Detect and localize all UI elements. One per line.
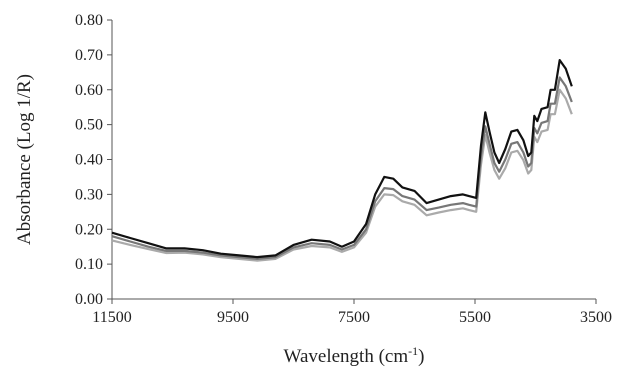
series-group [111, 58, 573, 262]
x-axis-ticks: 11500 9500 7500 5500 3500 [92, 299, 612, 326]
series-line-3 [111, 88, 573, 262]
y-axis-title: Absorbance (Log 1/R) [14, 74, 35, 245]
y-tick-label: 0.70 [75, 47, 103, 64]
x-tick-label: 3500 [580, 309, 612, 326]
x-tick-label: 5500 [459, 309, 491, 326]
y-tick-label: 0.30 [75, 186, 103, 203]
x-axis-title-close: ) [418, 346, 424, 367]
y-tick-label: 0.80 [75, 12, 103, 29]
y-tick-label: 0.50 [75, 117, 103, 134]
x-tick-label: 11500 [92, 309, 131, 326]
series-line-2 [111, 76, 573, 260]
series-line-1 [111, 58, 573, 259]
y-tick-label: 0.00 [75, 291, 103, 308]
x-tick-label: 9500 [217, 309, 249, 326]
y-tick-label: 0.20 [75, 221, 103, 238]
y-axis-ticks: 0.00 0.10 0.20 0.30 0.40 0.50 0.60 0.70 0.80 [75, 12, 112, 308]
y-tick-label: 0.10 [75, 256, 103, 273]
y-tick-label: 0.40 [75, 152, 103, 169]
x-axis-title-superscript: -1 [408, 344, 418, 358]
x-axis-title-text: Wavelength (cm [284, 346, 409, 367]
x-axis-title: Wavelength (cm-1) [284, 344, 425, 367]
x-tick-label: 7500 [338, 309, 370, 326]
y-tick-label: 0.60 [75, 82, 103, 99]
